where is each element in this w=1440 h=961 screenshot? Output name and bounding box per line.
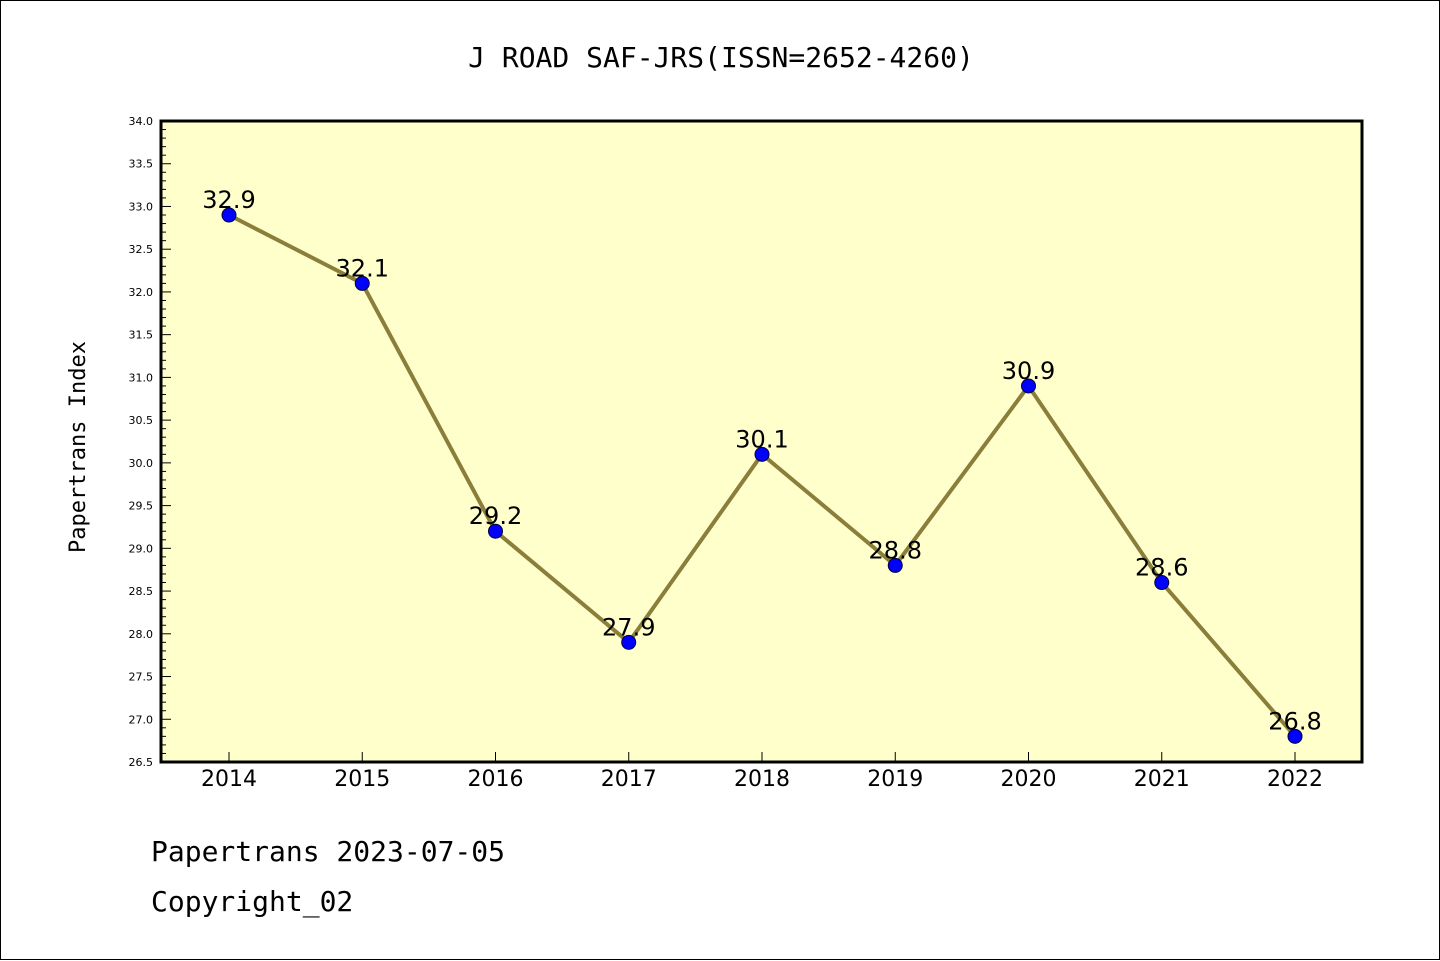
x-tick-label: 2022: [1267, 767, 1323, 792]
x-axis: 2014 2015 2016 2017 2018 2019 2020 2021 2022: [201, 752, 1323, 792]
data-point: [754, 446, 770, 462]
y-tick-label: 33.5: [129, 158, 154, 171]
x-tick-label: 2017: [601, 767, 657, 792]
x-tick-label: 2015: [334, 767, 390, 792]
data-point: [1021, 378, 1036, 394]
y-tick-label: 27.0: [129, 713, 154, 726]
data-label: 28.6: [1135, 554, 1188, 582]
footer-date: Papertrans 2023-07-05: [151, 835, 506, 868]
x-tick-label: 2018: [734, 767, 790, 792]
y-tick-label: 33.0: [129, 200, 154, 213]
markers: [221, 207, 1303, 744]
y-tick-label: 32.0: [129, 286, 154, 299]
data-point: [488, 523, 503, 539]
x-tick-label: 2021: [1134, 767, 1190, 792]
data-label: 32.1: [336, 254, 389, 282]
y-tick-label: 30.5: [129, 414, 154, 427]
data-label: 29.2: [469, 502, 522, 530]
data-point: [354, 275, 370, 291]
data-point: [221, 207, 237, 223]
y-tick-label: 28.0: [129, 628, 154, 641]
y-axis: 26.5 27.0 27.5 28.0 28.5 29.0 29.5 30.0 30.5 31.0…: [129, 115, 171, 769]
data-label: 32.9: [202, 186, 255, 214]
y-tick-label: 31.0: [129, 371, 154, 384]
data-labels: 32.9 32.1 29.2 27.9 30.1 28.8 30.9 28.6 26.8: [202, 186, 1321, 735]
y-tick-label: 28.5: [129, 585, 154, 598]
data-label: 27.9: [602, 613, 655, 641]
y-tick-label: 29.0: [129, 542, 154, 555]
x-tick-label: 2016: [468, 767, 524, 792]
y-tick-label: 26.5: [129, 756, 154, 769]
data-label: 26.8: [1268, 707, 1321, 735]
y-tick-label: 29.5: [129, 500, 154, 513]
data-label: 30.9: [1002, 357, 1055, 385]
chart-title: J ROAD SAF-JRS(ISSN=2652-4260): [468, 41, 974, 74]
footer-copyright: Copyright_02: [151, 885, 354, 918]
y-axis-label: Papertrans Index: [66, 341, 91, 553]
data-point: [621, 634, 637, 650]
y-tick-label: 31.5: [129, 329, 154, 342]
plot-border: [159, 119, 1364, 764]
data-label: 30.1: [735, 425, 788, 453]
plot-area: [161, 121, 1362, 762]
data-point: [1154, 575, 1170, 591]
y-tick-label: 32.5: [129, 243, 154, 256]
data-label: 28.8: [869, 536, 922, 564]
y-tick-label: 34.0: [129, 115, 154, 128]
y-tick-label: 30.0: [129, 457, 154, 470]
y-tick-label: 27.5: [129, 671, 154, 684]
data-point: [887, 557, 903, 573]
x-tick-label: 2019: [867, 767, 923, 792]
data-point: [1287, 728, 1303, 744]
x-tick-label: 2014: [201, 767, 257, 792]
x-tick-label: 2020: [1001, 767, 1057, 792]
